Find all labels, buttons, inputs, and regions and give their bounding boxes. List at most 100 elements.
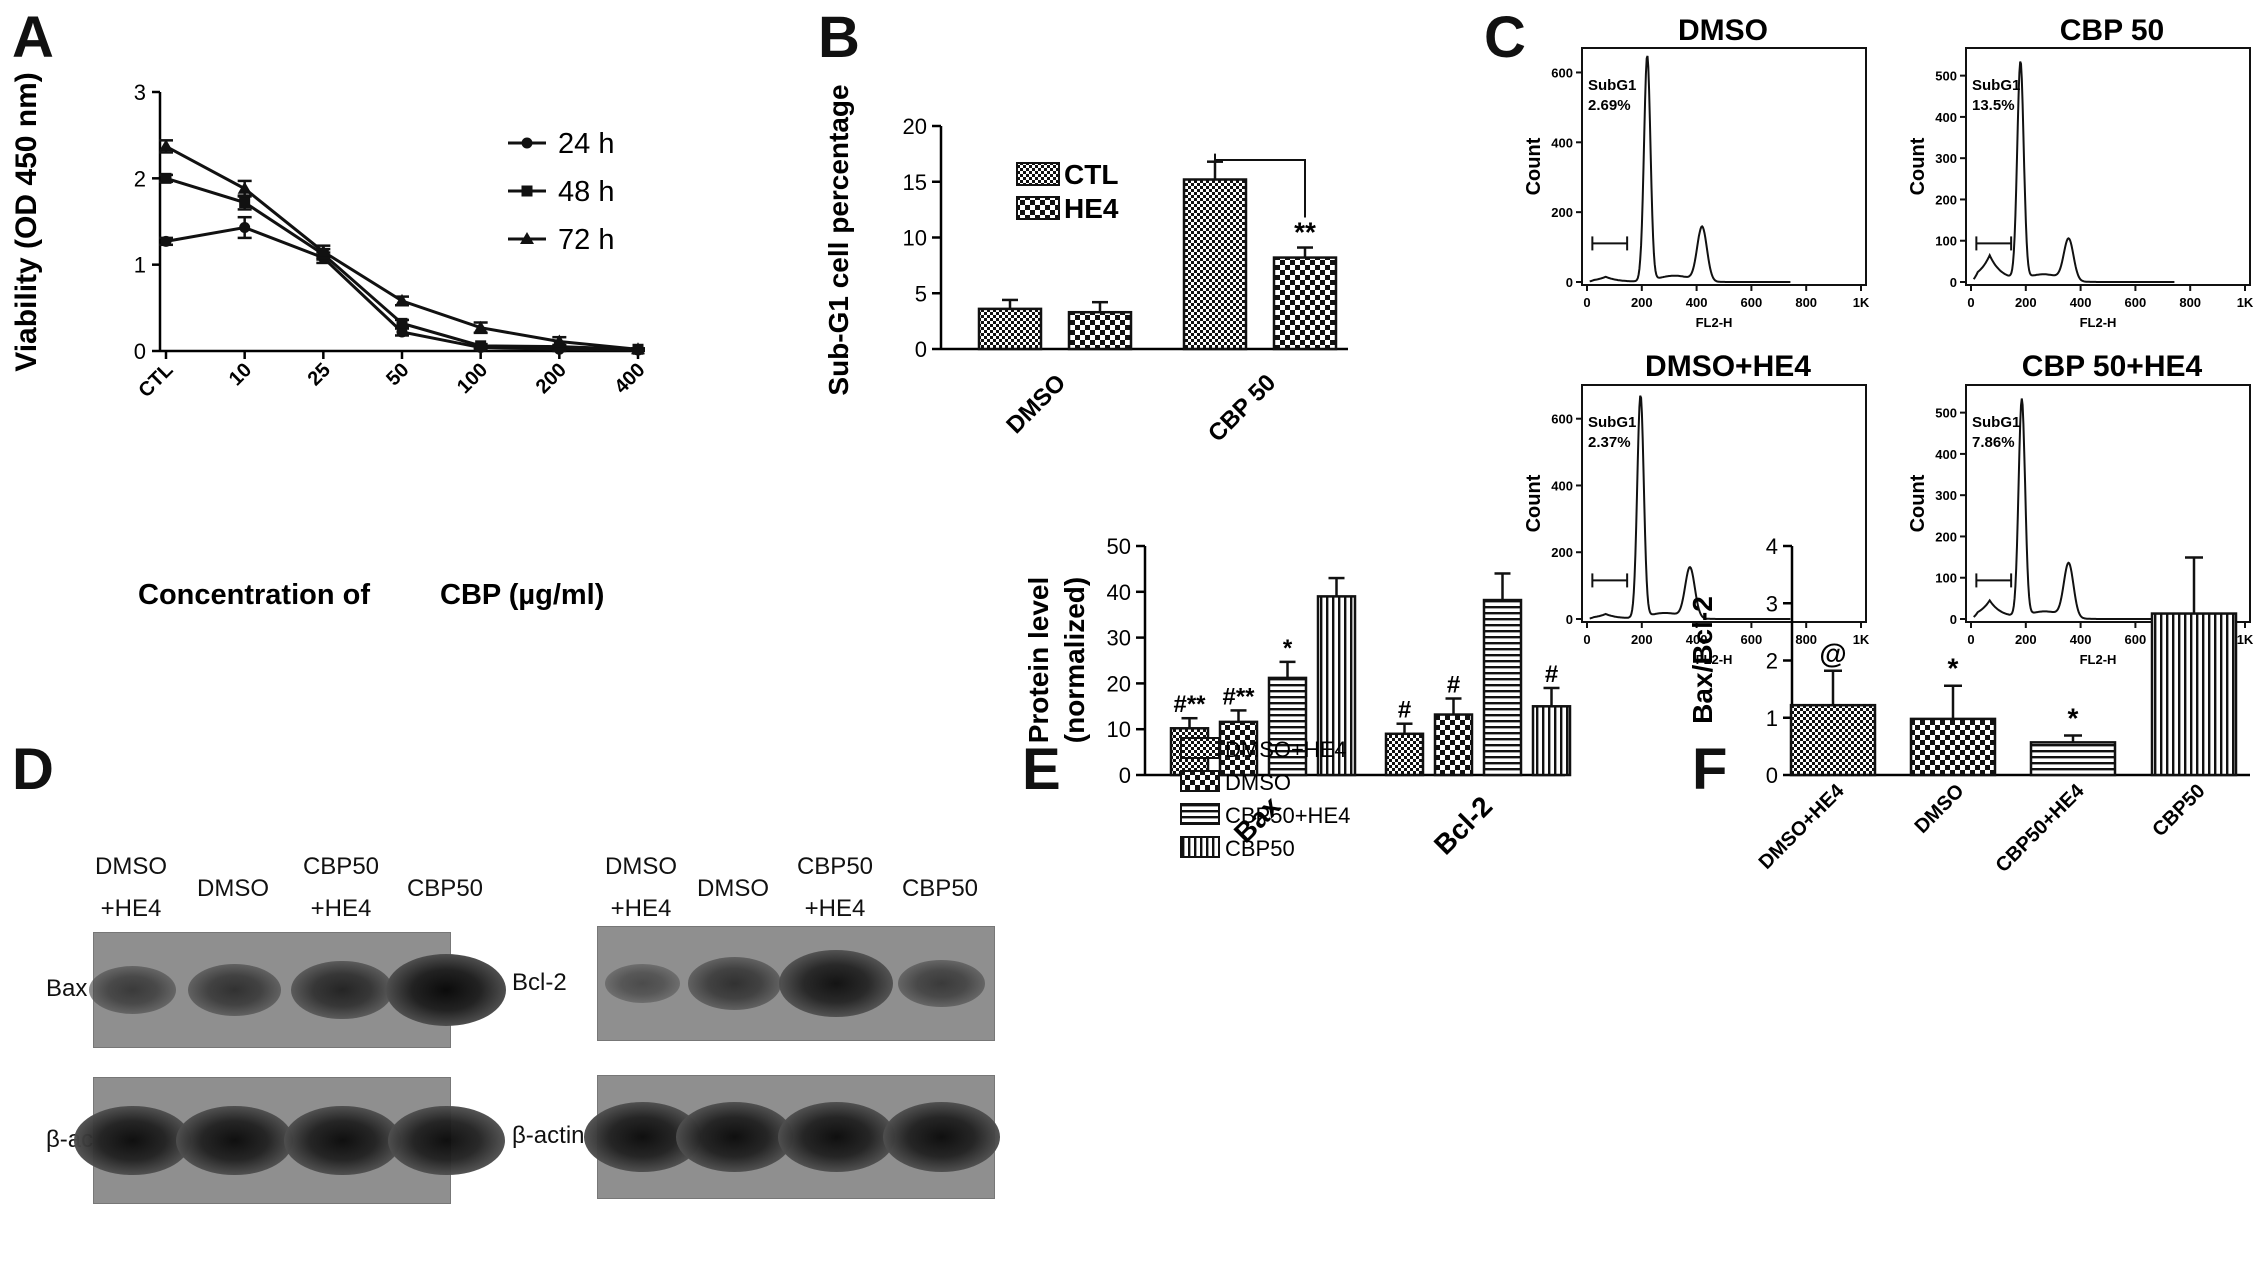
blot-band bbox=[88, 966, 176, 1014]
blot-row-label: Bcl-2 bbox=[512, 968, 567, 996]
blot-band bbox=[897, 959, 985, 1008]
significance-marker: @ bbox=[1819, 638, 1846, 669]
y-tick-label: 20 bbox=[1107, 671, 1131, 696]
significance-marker: # bbox=[1398, 697, 1411, 724]
western-blot-panel: DMSO +HE4 DMSO CBP50 +HE4 CBP50 Bax β-actin DMS… bbox=[0, 0, 1000, 1271]
histogram-frame bbox=[1581, 384, 1867, 623]
y-tick-label: 400 bbox=[1551, 135, 1573, 150]
histogram-frame bbox=[1965, 384, 2251, 623]
legend-swatch bbox=[1180, 737, 1220, 759]
blot-row-label: β-actin bbox=[512, 1122, 585, 1149]
data-point bbox=[395, 293, 409, 306]
flow-histogram-3: DMSO+HE4 0 200 400 600 0 200 400 600 800 1K FL2-H Co… bbox=[1523, 350, 1870, 667]
data-point bbox=[396, 326, 408, 338]
chart-f-bax-bcl2-ratio: 0 1 2 3 4 Bax/Bcl-2 @ DMSO+HE4 * DMSO * CBP50+HE4 CB… bbox=[1687, 534, 2250, 877]
bar bbox=[1067, 310, 1133, 351]
y-tick-label: 500 bbox=[1935, 406, 1957, 421]
y-tick-label: 0 bbox=[1566, 612, 1573, 627]
y-tick-label: 50 bbox=[1107, 534, 1131, 559]
x-tick-label: DMSO bbox=[1001, 369, 1071, 439]
x-tick-label: Bcl-2 bbox=[1428, 790, 1498, 860]
x-tick-label: 1K bbox=[1853, 295, 1870, 310]
x-tick-label: 0 bbox=[1583, 295, 1590, 310]
data-point bbox=[396, 317, 408, 329]
y-axis-title: Count bbox=[1907, 474, 1929, 532]
x-tick-label: 25 bbox=[304, 359, 335, 390]
legend-label: DMSO bbox=[1225, 770, 1291, 795]
data-point bbox=[316, 244, 331, 257]
flow-histogram-4: CBP 50+HE4010020030040050002004006008001… bbox=[1907, 350, 2254, 667]
x-tick-label: 200 bbox=[2015, 295, 2037, 310]
bar bbox=[1789, 703, 1877, 777]
y-tick-label: 600 bbox=[1551, 412, 1573, 427]
significance-marker: * bbox=[2068, 702, 2079, 733]
lane-label: DMSO bbox=[673, 868, 793, 910]
blot-row-label: Bax bbox=[46, 975, 88, 1002]
bar bbox=[1272, 256, 1338, 351]
y-tick-label: 400 bbox=[1935, 447, 1957, 462]
x-tick-label: 0 bbox=[1967, 632, 1974, 647]
blot-band bbox=[175, 1105, 293, 1176]
y-tick-label: 3 bbox=[1766, 591, 1778, 616]
y-tick-label: 200 bbox=[1551, 205, 1573, 220]
flow-histogram-2: CBP 50 0 100 200 300 400 500 0 200 400 600 800 1K FL2… bbox=[1907, 14, 2254, 330]
significance-marker: * bbox=[1948, 653, 1959, 684]
y-tick-label: 1 bbox=[134, 253, 146, 278]
y-tick-label: 0 bbox=[1119, 763, 1131, 788]
lane-label-line: +HE4 bbox=[310, 895, 372, 922]
x-tick-label: CBP 50 bbox=[1203, 369, 1281, 447]
lane-label-line: +HE4 bbox=[610, 895, 672, 922]
y-tick-label: 300 bbox=[1935, 488, 1957, 503]
x-tick-label: 1K bbox=[2237, 295, 2254, 310]
blot-strip bbox=[88, 932, 506, 1048]
blot-band bbox=[777, 1102, 895, 1172]
y-tick-label: 100 bbox=[1935, 571, 1957, 586]
x-tick-label: 400 bbox=[2070, 295, 2092, 310]
x-tick-label: 200 bbox=[532, 359, 571, 398]
panel-label-e: E bbox=[1022, 737, 1061, 802]
x-axis-title: FL2-H bbox=[1696, 652, 1733, 667]
significance-marker: ** bbox=[1294, 217, 1316, 248]
data-point bbox=[239, 197, 251, 209]
significance-bracket bbox=[1214, 153, 1306, 218]
x-tick-label: 200 bbox=[1631, 632, 1653, 647]
blot-strip bbox=[73, 1077, 505, 1204]
y-tick-label: 200 bbox=[1935, 192, 1957, 207]
bar bbox=[1316, 595, 1357, 777]
blot-band bbox=[291, 960, 393, 1020]
y-tick-label: 20 bbox=[903, 114, 927, 139]
gate-label: SubG1 bbox=[1972, 414, 2020, 431]
blot-band bbox=[73, 1105, 191, 1176]
y-tick-label: 15 bbox=[903, 170, 927, 195]
blot-band bbox=[675, 1102, 793, 1172]
panel-label-d: D bbox=[12, 737, 54, 802]
legend-label: CTL bbox=[1064, 159, 1118, 190]
lane-label: CBP50 +HE4 bbox=[281, 846, 401, 930]
bar bbox=[1267, 676, 1308, 777]
lane-label-line: DMSO bbox=[605, 853, 677, 880]
legend-marker bbox=[521, 185, 533, 197]
significance-marker: #** bbox=[1173, 691, 1206, 718]
y-axis-title: Sub-G1 cell percentage bbox=[823, 84, 854, 395]
lane-label: CBP50 bbox=[385, 868, 505, 910]
x-tick-label: 400 bbox=[610, 359, 649, 398]
legend-label: DMSO+HE4 bbox=[1225, 737, 1347, 762]
lane-label: DMSO +HE4 bbox=[71, 846, 191, 930]
y-tick-label: 2 bbox=[134, 166, 146, 191]
panel-label-f: F bbox=[1692, 737, 1728, 802]
y-axis-title: Protein level bbox=[1023, 577, 1054, 744]
x-tick-label: DMSO bbox=[1911, 780, 1969, 838]
histogram-title: CBP 50 bbox=[2060, 14, 2165, 47]
gate-percentage: 2.37% bbox=[1588, 434, 1631, 451]
lane-label: CBP50 +HE4 bbox=[775, 846, 895, 930]
significance-marker: #** bbox=[1222, 683, 1255, 710]
data-point bbox=[475, 340, 487, 352]
lane-label-line: CBP50 bbox=[302, 853, 380, 880]
blot-strip bbox=[597, 926, 995, 1041]
legend-swatch bbox=[1016, 162, 1060, 186]
x-tick-label: 600 bbox=[1741, 295, 1763, 310]
bar bbox=[1482, 598, 1523, 777]
y-tick-label: 300 bbox=[1935, 151, 1957, 166]
